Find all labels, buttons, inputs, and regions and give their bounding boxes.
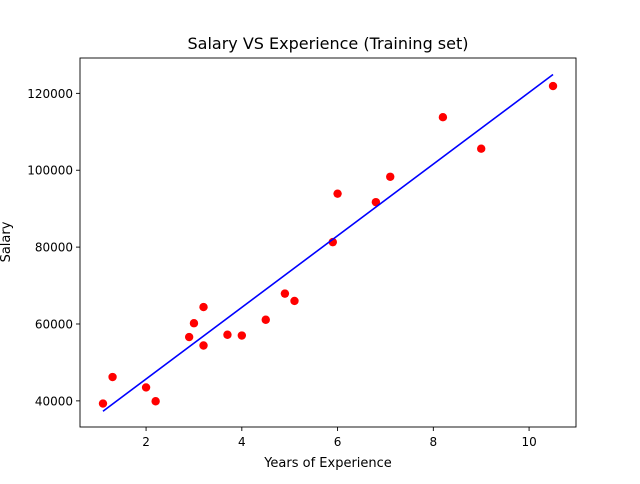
data-point: [151, 397, 160, 406]
y-tick-label: 40000: [35, 394, 73, 408]
data-point: [290, 296, 299, 306]
data-point: [261, 315, 270, 324]
data-point: [280, 289, 290, 298]
regression-line: [102, 73, 554, 412]
x-tick-label: 8: [430, 435, 438, 449]
data-point: [477, 144, 486, 153]
y-tick-label: 120000: [27, 87, 73, 101]
data-point: [333, 189, 342, 198]
y-tick-label: 100000: [27, 164, 73, 178]
data-point: [98, 399, 108, 408]
y-tick-label: 80000: [35, 241, 73, 255]
data-point: [223, 330, 232, 339]
data-point: [141, 383, 151, 392]
y-axis-label: Salary: [0, 221, 14, 262]
data-point: [199, 341, 208, 350]
chart-title: Salary VS Experience (Training set): [188, 34, 469, 53]
data-point: [199, 302, 208, 312]
data-point: [438, 112, 448, 122]
data-point: [184, 332, 194, 342]
plot-area: 2 4 6 8 10 40000 60000 80000 100000 120000: [27, 57, 577, 449]
axes-frame: [79, 57, 577, 428]
x-tick-label: 2: [142, 435, 150, 449]
data-point: [237, 331, 247, 340]
data-point: [386, 172, 395, 181]
x-axis-label: Years of Experience: [263, 456, 392, 471]
x-tick-label: 6: [334, 435, 342, 449]
y-tick-label: 60000: [35, 317, 73, 331]
data-point: [108, 372, 117, 382]
data-point: [189, 319, 199, 328]
data-point: [371, 197, 381, 207]
data-point: [548, 81, 558, 91]
x-tick-label: 4: [238, 435, 246, 449]
x-tick-label: 10: [521, 435, 536, 449]
